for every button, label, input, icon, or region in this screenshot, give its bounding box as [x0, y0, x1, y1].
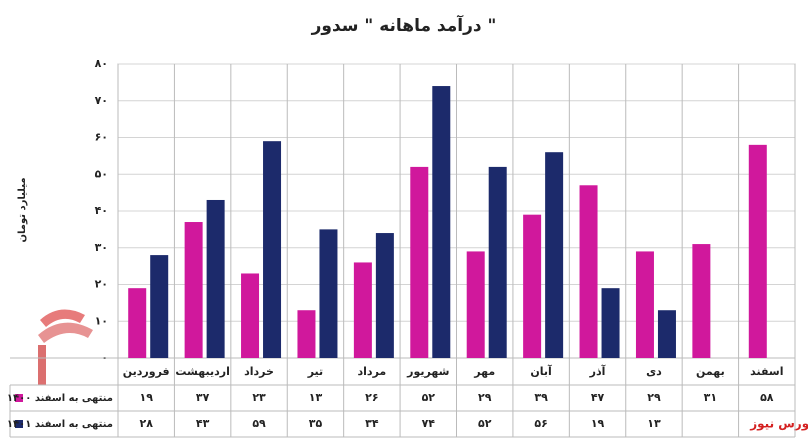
source-label: بورس نیوز — [749, 417, 808, 432]
bar — [410, 166, 429, 358]
x-tick-label: آبان — [530, 364, 552, 378]
data-label: ۵۲ — [478, 417, 492, 430]
data-label: ۲۹ — [478, 391, 492, 404]
x-tick-label: شهریور — [406, 365, 449, 378]
data-label: ۴۳ — [196, 417, 210, 430]
x-tick-label: خرداد — [244, 365, 274, 378]
data-label: ۲۳ — [252, 391, 266, 404]
bar — [128, 288, 147, 358]
bar — [297, 310, 316, 358]
bar — [545, 152, 564, 358]
bar — [523, 214, 542, 358]
x-tick-label: مهر — [473, 365, 495, 378]
data-label: ۳۱ — [704, 391, 717, 404]
logo — [38, 309, 93, 385]
x-tick-label: اردیبهشت — [175, 365, 229, 378]
chart-title: درآمد ماهانه " سدور " — [311, 14, 497, 36]
y-axis-label: میلیارد تومان — [17, 177, 28, 242]
bar — [579, 185, 598, 358]
data-label: ۵۸ — [760, 391, 774, 404]
data-label: ۵۲ — [422, 391, 436, 404]
y-tick-label: ۷۰ — [95, 94, 108, 107]
data-label: ۴۷ — [591, 391, 605, 404]
x-tick-label: بهمن — [696, 365, 725, 378]
data-label: ۳۵ — [309, 417, 323, 430]
x-tick-label: فروردین — [123, 365, 170, 378]
x-tick-label: مرداد — [358, 365, 387, 378]
y-tick-label: ۳۰ — [95, 241, 108, 254]
x-tick-label: دی — [646, 365, 662, 378]
data-label: ۲۹ — [647, 391, 661, 404]
data-label: ۱۹ — [591, 417, 605, 430]
legend-label: منتهی به اسفند ۱۴۰۰ — [7, 393, 113, 404]
y-tick-label: ۲۰ — [95, 278, 108, 291]
bar — [466, 251, 485, 358]
data-label: ۷۴ — [422, 417, 436, 430]
data-label: ۱۳ — [309, 391, 323, 404]
bar — [432, 86, 451, 359]
bar — [263, 141, 282, 358]
bar — [748, 144, 767, 358]
data-label: ۳۷ — [196, 391, 210, 404]
legend-label: منتهی به اسفند ۱۴۰۱ — [7, 419, 113, 430]
bar — [601, 288, 620, 358]
y-tick-label: ۸۰ — [95, 57, 108, 70]
bar — [150, 255, 169, 358]
x-tick-label: اسفند — [750, 365, 783, 378]
bar — [319, 229, 338, 358]
bar — [353, 262, 372, 358]
data-label: ۵۹ — [252, 417, 266, 430]
data-label: ۳۹ — [534, 391, 548, 404]
bar — [692, 244, 711, 358]
bar — [657, 310, 676, 358]
data-label: ۱۳ — [647, 417, 661, 430]
bar — [488, 166, 507, 358]
data-label: ۲۸ — [139, 417, 153, 430]
legend-swatch — [15, 420, 23, 428]
bar — [184, 222, 203, 358]
bar — [206, 199, 225, 358]
data-label: ۳۴ — [365, 417, 379, 430]
y-tick-label: ۶۰ — [95, 131, 108, 144]
bar — [241, 273, 260, 358]
bar — [375, 233, 394, 358]
x-tick-label: تیر — [307, 365, 323, 378]
data-label: ۵۶ — [534, 417, 547, 430]
bar — [635, 251, 654, 358]
y-tick-label: ۱۰ — [95, 314, 108, 327]
y-tick-label: ۴۰ — [95, 204, 108, 217]
data-label: ۱۹ — [139, 391, 153, 404]
legend-swatch — [15, 394, 23, 402]
y-tick-label: ۵۰ — [95, 167, 108, 180]
data-label: ۲۶ — [365, 391, 378, 404]
x-tick-label: آذر — [589, 364, 606, 378]
